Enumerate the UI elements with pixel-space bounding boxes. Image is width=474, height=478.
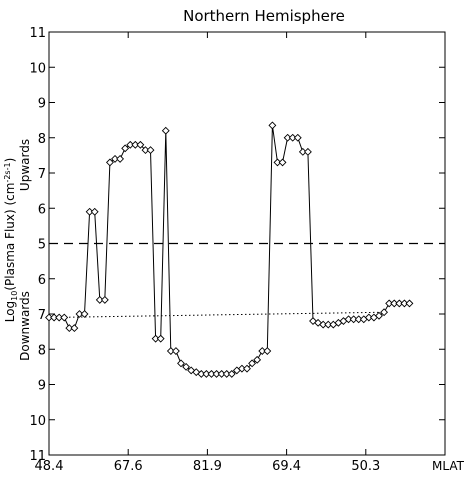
data-point-diamond [50, 313, 59, 322]
data-point-diamond [364, 313, 373, 322]
x-tick-label: 48.4 [35, 459, 64, 474]
chart-title: Northern Hemisphere [183, 7, 345, 25]
y-tick-label: 6 [38, 202, 46, 217]
data-point-diamond [288, 133, 297, 142]
data-point-diamond [126, 140, 135, 149]
data-point-diamond [197, 369, 206, 378]
y-tick-label: 7 [38, 167, 46, 182]
y-axis-main-label: Log10(Plasma Flux) (cm-2s-1) [3, 158, 19, 323]
data-point-diamond [222, 369, 231, 378]
data-point-diamond [395, 299, 404, 308]
data-point-diamond [177, 359, 185, 368]
x-tick-label: 50.3 [351, 459, 380, 474]
data-point-diamond [283, 133, 292, 142]
y-axis-downwards-label: Downwards [18, 291, 32, 361]
x-tick-label: 67.6 [114, 459, 143, 474]
y-tick-label: 10 [29, 61, 46, 76]
data-point-diamond [303, 147, 312, 156]
data-point-diamond [202, 369, 211, 378]
data-point-diamond [55, 313, 64, 322]
data-point-diamond [136, 140, 145, 149]
data-point-diamond [207, 369, 216, 378]
data-point-diamond [268, 121, 277, 130]
data-point-diamond [80, 310, 89, 318]
data-point-diamond [258, 347, 267, 355]
data-point-diamond [65, 324, 74, 333]
data-point-diamond [293, 133, 302, 142]
y-tick-label: 9 [38, 379, 46, 394]
y-tick-label: 5 [38, 238, 46, 253]
data-point-diamond [90, 207, 99, 216]
data-point-diamond [95, 295, 104, 304]
y-tick-label: 7 [38, 308, 46, 323]
data-point-diamond [45, 313, 53, 322]
data-point-diamond [237, 364, 246, 373]
data-point-diamond [248, 359, 257, 368]
x-tick-label: 69.4 [272, 459, 301, 474]
data-point-diamond [243, 364, 251, 373]
data-point-diamond [75, 310, 84, 318]
data-point-diamond [380, 308, 389, 317]
data-point-diamond [319, 320, 328, 329]
data-point-diamond [156, 334, 165, 343]
y-tick-label: 10 [29, 414, 46, 429]
data-point-diamond [324, 320, 333, 329]
data-point-diamond [400, 299, 409, 308]
y-tick-label: 8 [38, 343, 46, 358]
data-point-diamond [151, 334, 160, 343]
data-point-diamond [375, 311, 383, 320]
y-axis-upwards-label: Upwards [18, 139, 32, 191]
data-point-diamond [182, 362, 191, 371]
y-tick-label: 8 [38, 132, 46, 147]
data-point-diamond [141, 146, 150, 155]
data-point-diamond [217, 369, 226, 378]
data-point-diamond [309, 317, 317, 325]
data-point-diamond [212, 369, 221, 378]
data-point-diamond [344, 315, 353, 324]
data-point-diamond [349, 315, 358, 324]
data-point-diamond [273, 158, 282, 167]
data-point-diamond [146, 146, 155, 155]
y-tick-label: 11 [29, 449, 46, 464]
data-point-diamond [161, 126, 170, 135]
x-tick-label: 81.9 [193, 459, 222, 474]
data-point-diamond [70, 324, 79, 333]
data-point-diamond [253, 355, 262, 364]
data-point-diamond [121, 144, 130, 153]
data-point-diamond [100, 295, 109, 304]
series-line [49, 125, 410, 375]
data-point-diamond [263, 347, 272, 355]
y-tick-label: 11 [29, 26, 46, 41]
data-point-diamond [105, 158, 114, 167]
data-point-diamond [405, 299, 414, 308]
data-point-diamond [354, 315, 363, 324]
data-point-diamond [227, 369, 236, 378]
y-tick-label: 6 [38, 273, 46, 288]
data-point-diamond [111, 154, 119, 163]
data-point-diamond [187, 366, 196, 375]
data-point-diamond [166, 347, 175, 355]
data-point-diamond [60, 313, 69, 322]
data-point-diamond [390, 299, 399, 308]
data-point-diamond [171, 347, 180, 355]
data-point-diamond [298, 147, 307, 156]
data-point-diamond [85, 207, 94, 216]
data-point-diamond [131, 140, 140, 149]
data-point-diamond [278, 158, 287, 167]
data-point-diamond [116, 154, 125, 163]
y-tick-label: 9 [38, 97, 46, 112]
x-axis-label: MLAT [432, 459, 465, 473]
data-point-diamond [385, 299, 394, 308]
trend-dotted-line [48, 311, 385, 319]
